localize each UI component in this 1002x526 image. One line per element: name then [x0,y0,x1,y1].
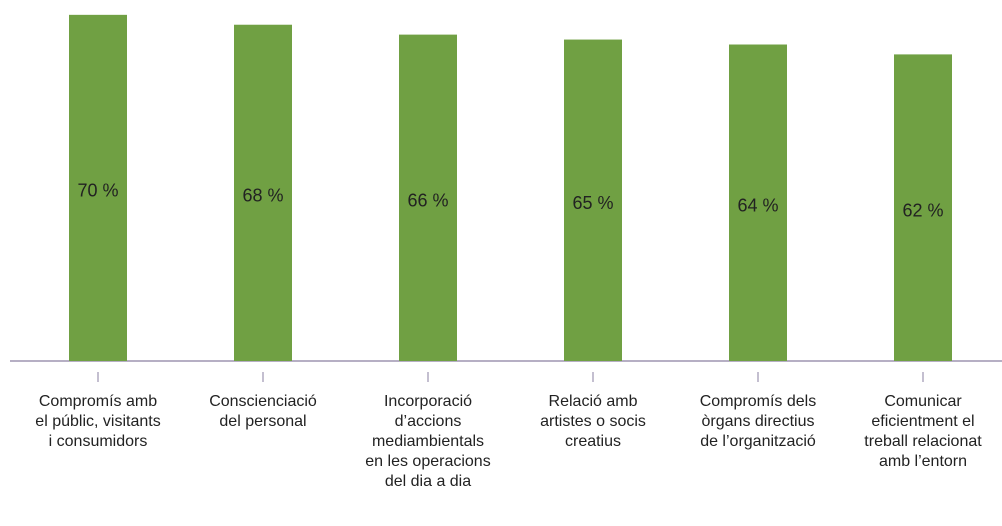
bar [399,34,457,361]
x-tick-label: Compromís amb el públic, visitants i con… [35,393,161,450]
value-label: 62 % [902,200,943,220]
value-label: 64 % [737,196,778,216]
value-label: 65 % [572,193,613,213]
x-tick-label: Comunicar eficientment el treball relaci… [864,393,982,470]
bar [894,54,952,362]
bar [234,24,292,362]
value-label: 66 % [407,191,448,211]
bar [729,44,787,362]
bar [564,39,622,361]
value-label: 68 % [242,186,283,206]
x-tick-label: Relació amb artistes o socis creatius [540,393,646,450]
x-tick-label: Compromís dels òrgans directius de l’org… [699,393,817,450]
x-tick-label: Incorporació d’accions mediambientals en… [365,393,491,490]
bar [69,14,127,362]
x-tick-label: Conscienciació del personal [209,393,317,430]
value-label: 70 % [77,181,118,201]
